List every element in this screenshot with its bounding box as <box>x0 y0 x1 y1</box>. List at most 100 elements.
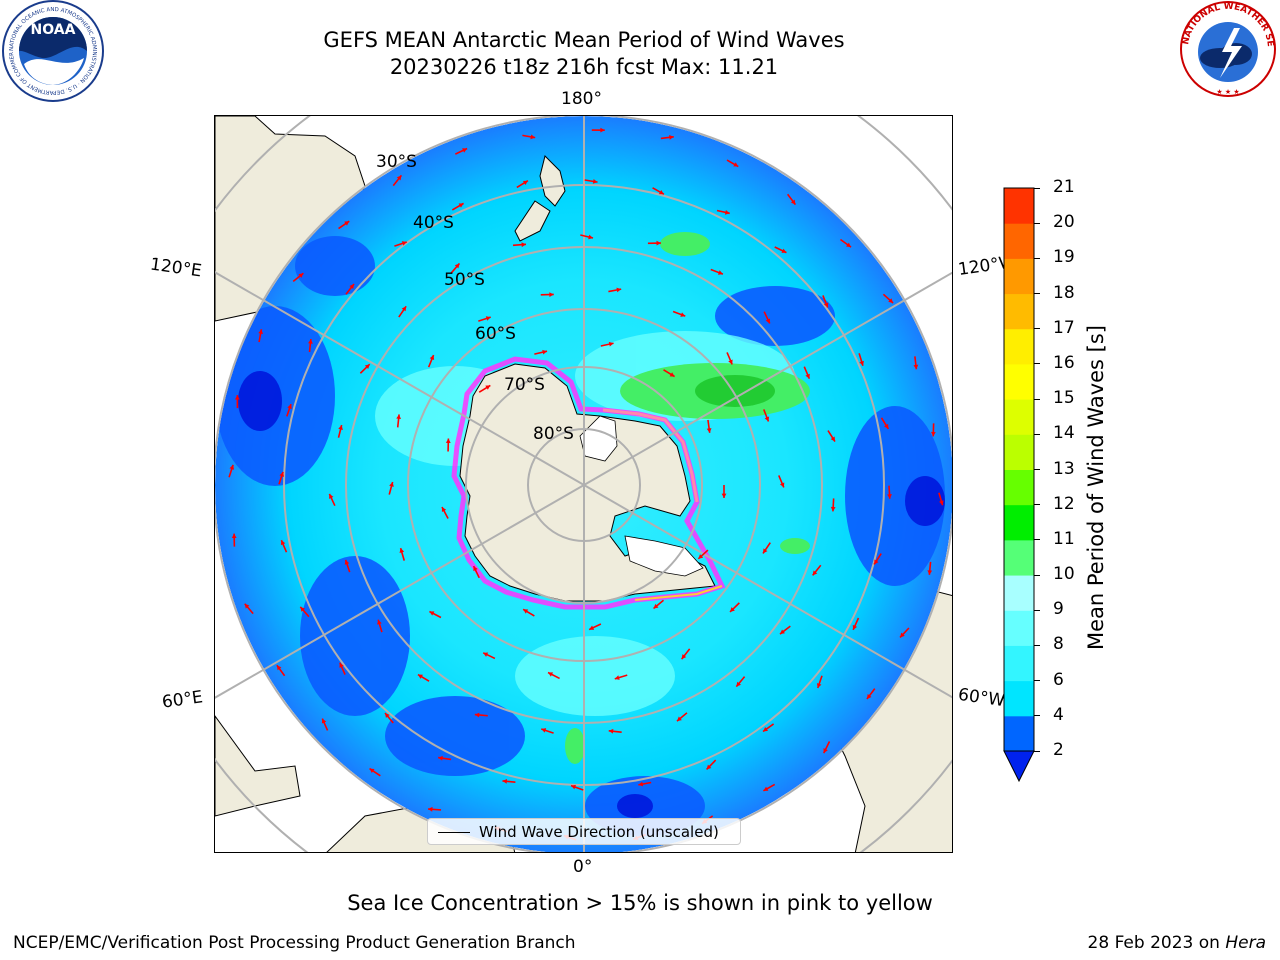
wind-arrow-head <box>900 632 905 638</box>
colorbar-tick-mark <box>1034 609 1040 611</box>
colorbar-tick-label: 8 <box>1053 634 1064 655</box>
wind-arrow-head <box>485 385 491 390</box>
wind-arrow-head <box>733 162 739 167</box>
sea-ice-note: Sea Ice Concentration > 15% is shown in … <box>347 891 933 915</box>
wind-arrow-head <box>656 240 661 246</box>
colorbar-segment <box>1004 223 1034 259</box>
wind-arrow-head <box>790 199 796 205</box>
colorbar-tick-label: 14 <box>1053 423 1075 444</box>
wind-arrow-head <box>548 672 554 677</box>
wind-arrow-head <box>698 554 704 559</box>
colorbar-segment <box>1004 399 1034 435</box>
wind-arrow-head <box>913 364 919 370</box>
wind-arrow-head <box>485 316 491 321</box>
wind-arrow-head <box>763 786 769 791</box>
colorbar <box>1003 187 1035 783</box>
wind-arrow-head <box>730 607 735 612</box>
colorbar-segment <box>1004 539 1034 576</box>
wind-arrow-head <box>728 359 733 365</box>
colorbar-tick-label: 10 <box>1053 564 1075 585</box>
wind-arrow-head <box>600 127 605 133</box>
wind-arrow-head <box>428 806 433 812</box>
wind-arrow-head <box>344 559 350 565</box>
colorbar-tick-mark <box>1034 574 1040 576</box>
wind-arrow-head <box>401 241 407 246</box>
wind-arrow-head <box>592 179 598 184</box>
wind-arrow-head <box>401 306 407 312</box>
colorbar-tick-label: 6 <box>1053 669 1064 690</box>
colorbar-segment <box>1004 645 1034 682</box>
wind-arrow-head <box>588 234 593 240</box>
colorbar-tick-mark <box>1034 293 1040 295</box>
wind-arrow-head <box>522 180 528 186</box>
wind-arrow-head <box>764 416 770 422</box>
wind-arrow-head <box>669 134 674 140</box>
wind-arrow-head <box>279 471 284 477</box>
colorbar-tick-label: 17 <box>1053 317 1075 338</box>
graticule <box>215 116 952 852</box>
wind-arrow-head <box>887 494 892 499</box>
wind-arrow-head <box>300 606 306 612</box>
colorbar-tick-mark <box>1034 539 1040 541</box>
wind-arrow-head <box>389 482 394 487</box>
wind-arrow-head <box>321 718 327 724</box>
new-zealand <box>539 155 566 207</box>
wind-arrow-head <box>812 570 818 576</box>
colorbar-tick-label: 9 <box>1053 599 1064 620</box>
wind-arrow-head <box>344 221 350 226</box>
wind-arrow-head <box>258 329 263 334</box>
wind-arrow-head <box>369 768 375 774</box>
lon-label-60e: 60°E <box>160 687 205 713</box>
wind-arrow-head <box>765 318 771 324</box>
footer-right: 28 Feb 2023 on Hera <box>1088 933 1266 953</box>
colorbar-tick-mark <box>1034 257 1040 259</box>
wind-arrow-head <box>706 428 712 433</box>
wind-arrow-head <box>676 716 682 722</box>
footer-date: 28 Feb 2023 on <box>1087 933 1226 953</box>
wind-arrow-head <box>244 603 250 609</box>
wind-arrow-head <box>483 652 489 657</box>
wind-arrow-head <box>589 625 595 630</box>
wind-arrow-head <box>308 339 313 344</box>
colorbar-tick-mark <box>1034 504 1040 506</box>
wind-arrow-head <box>396 175 402 181</box>
lat-label-70s: 70°S <box>504 375 545 395</box>
wind-arrow-head <box>339 662 344 668</box>
wind-arrow-head <box>736 681 741 687</box>
nws-logo: NATIONAL WEATHER SERVICE ★ ★ ★ <box>1176 0 1276 97</box>
colorbar-segment <box>1004 188 1034 224</box>
colorbar-segment <box>1004 469 1034 506</box>
wind-arrow-head <box>608 341 614 347</box>
wind-arrow-head <box>458 203 464 208</box>
chart-title-line2: 20230226 t18z 216h fcst Max: 11.21 <box>389 55 779 79</box>
wind-arrow-head <box>888 298 894 303</box>
wind-arrow-head <box>830 506 836 512</box>
wind-arrow-head <box>502 778 508 784</box>
wind-arrow-head <box>721 493 727 498</box>
colorbar-tick-mark <box>1034 222 1040 224</box>
map-panel <box>214 115 953 853</box>
wind-arrow-head <box>229 464 235 470</box>
lat-label-30s: 30°S <box>376 152 417 172</box>
colorbar-tick-label: 12 <box>1053 493 1075 514</box>
wind-arrow-head <box>280 540 286 546</box>
wind-arrow-head <box>338 425 343 430</box>
wind-arrow-head <box>763 726 768 732</box>
wind-arrow-head <box>939 500 944 506</box>
wind-arrow-head <box>616 287 622 293</box>
colorbar-tick-label: 11 <box>1053 528 1075 549</box>
wind-arrow-head <box>874 559 879 565</box>
wind-arrow-head <box>429 611 435 616</box>
wind-arrow-head <box>781 248 787 253</box>
wind-arrow-head <box>717 270 723 275</box>
colorbar-segment <box>1004 363 1034 400</box>
colorbar-tick-label: 20 <box>1053 212 1075 233</box>
wind-arrow-head <box>276 665 282 671</box>
colorbar-tick-mark <box>1034 715 1040 717</box>
wind-arrow-head <box>780 629 785 635</box>
wind-arrow-head <box>438 755 443 761</box>
wind-arrow-head <box>377 619 382 625</box>
colorbar-tick-label: 16 <box>1053 352 1075 373</box>
wind-arrow-head <box>816 683 822 689</box>
wind-arrow-head <box>399 548 405 554</box>
